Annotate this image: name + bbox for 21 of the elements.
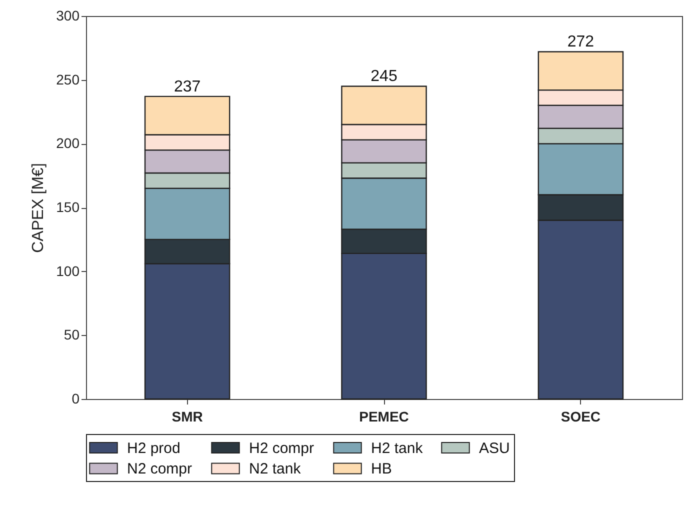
- y-tick-label: 150: [56, 199, 80, 215]
- y-axis-title: CAPEX [M€]: [30, 163, 48, 253]
- y-tick-label: 100: [56, 262, 80, 279]
- x-tick-label: SMR: [172, 408, 203, 424]
- legend-label: H2 compr: [249, 440, 314, 457]
- x-tick-label: PEMEC: [359, 408, 409, 424]
- legend-label: H2 prod: [127, 440, 180, 457]
- legend-label: ASU: [479, 440, 510, 457]
- x-tick-label: SOEC: [560, 408, 601, 424]
- legend-label: N2 compr: [127, 460, 192, 478]
- total-label: 272: [567, 34, 594, 51]
- y-tick-label: 50: [64, 326, 80, 343]
- legend-label: H2 tank: [371, 440, 424, 457]
- y-tick-label: 300: [56, 8, 80, 24]
- y-tick-label: 250: [56, 71, 80, 88]
- y-tick-label: 200: [56, 135, 80, 152]
- y-tick-label: 0: [72, 390, 80, 406]
- total-label: 245: [370, 68, 398, 86]
- legend-label: N2 tank: [249, 460, 302, 478]
- total-label: 237: [174, 78, 201, 96]
- legend-label: HB: [371, 460, 392, 478]
